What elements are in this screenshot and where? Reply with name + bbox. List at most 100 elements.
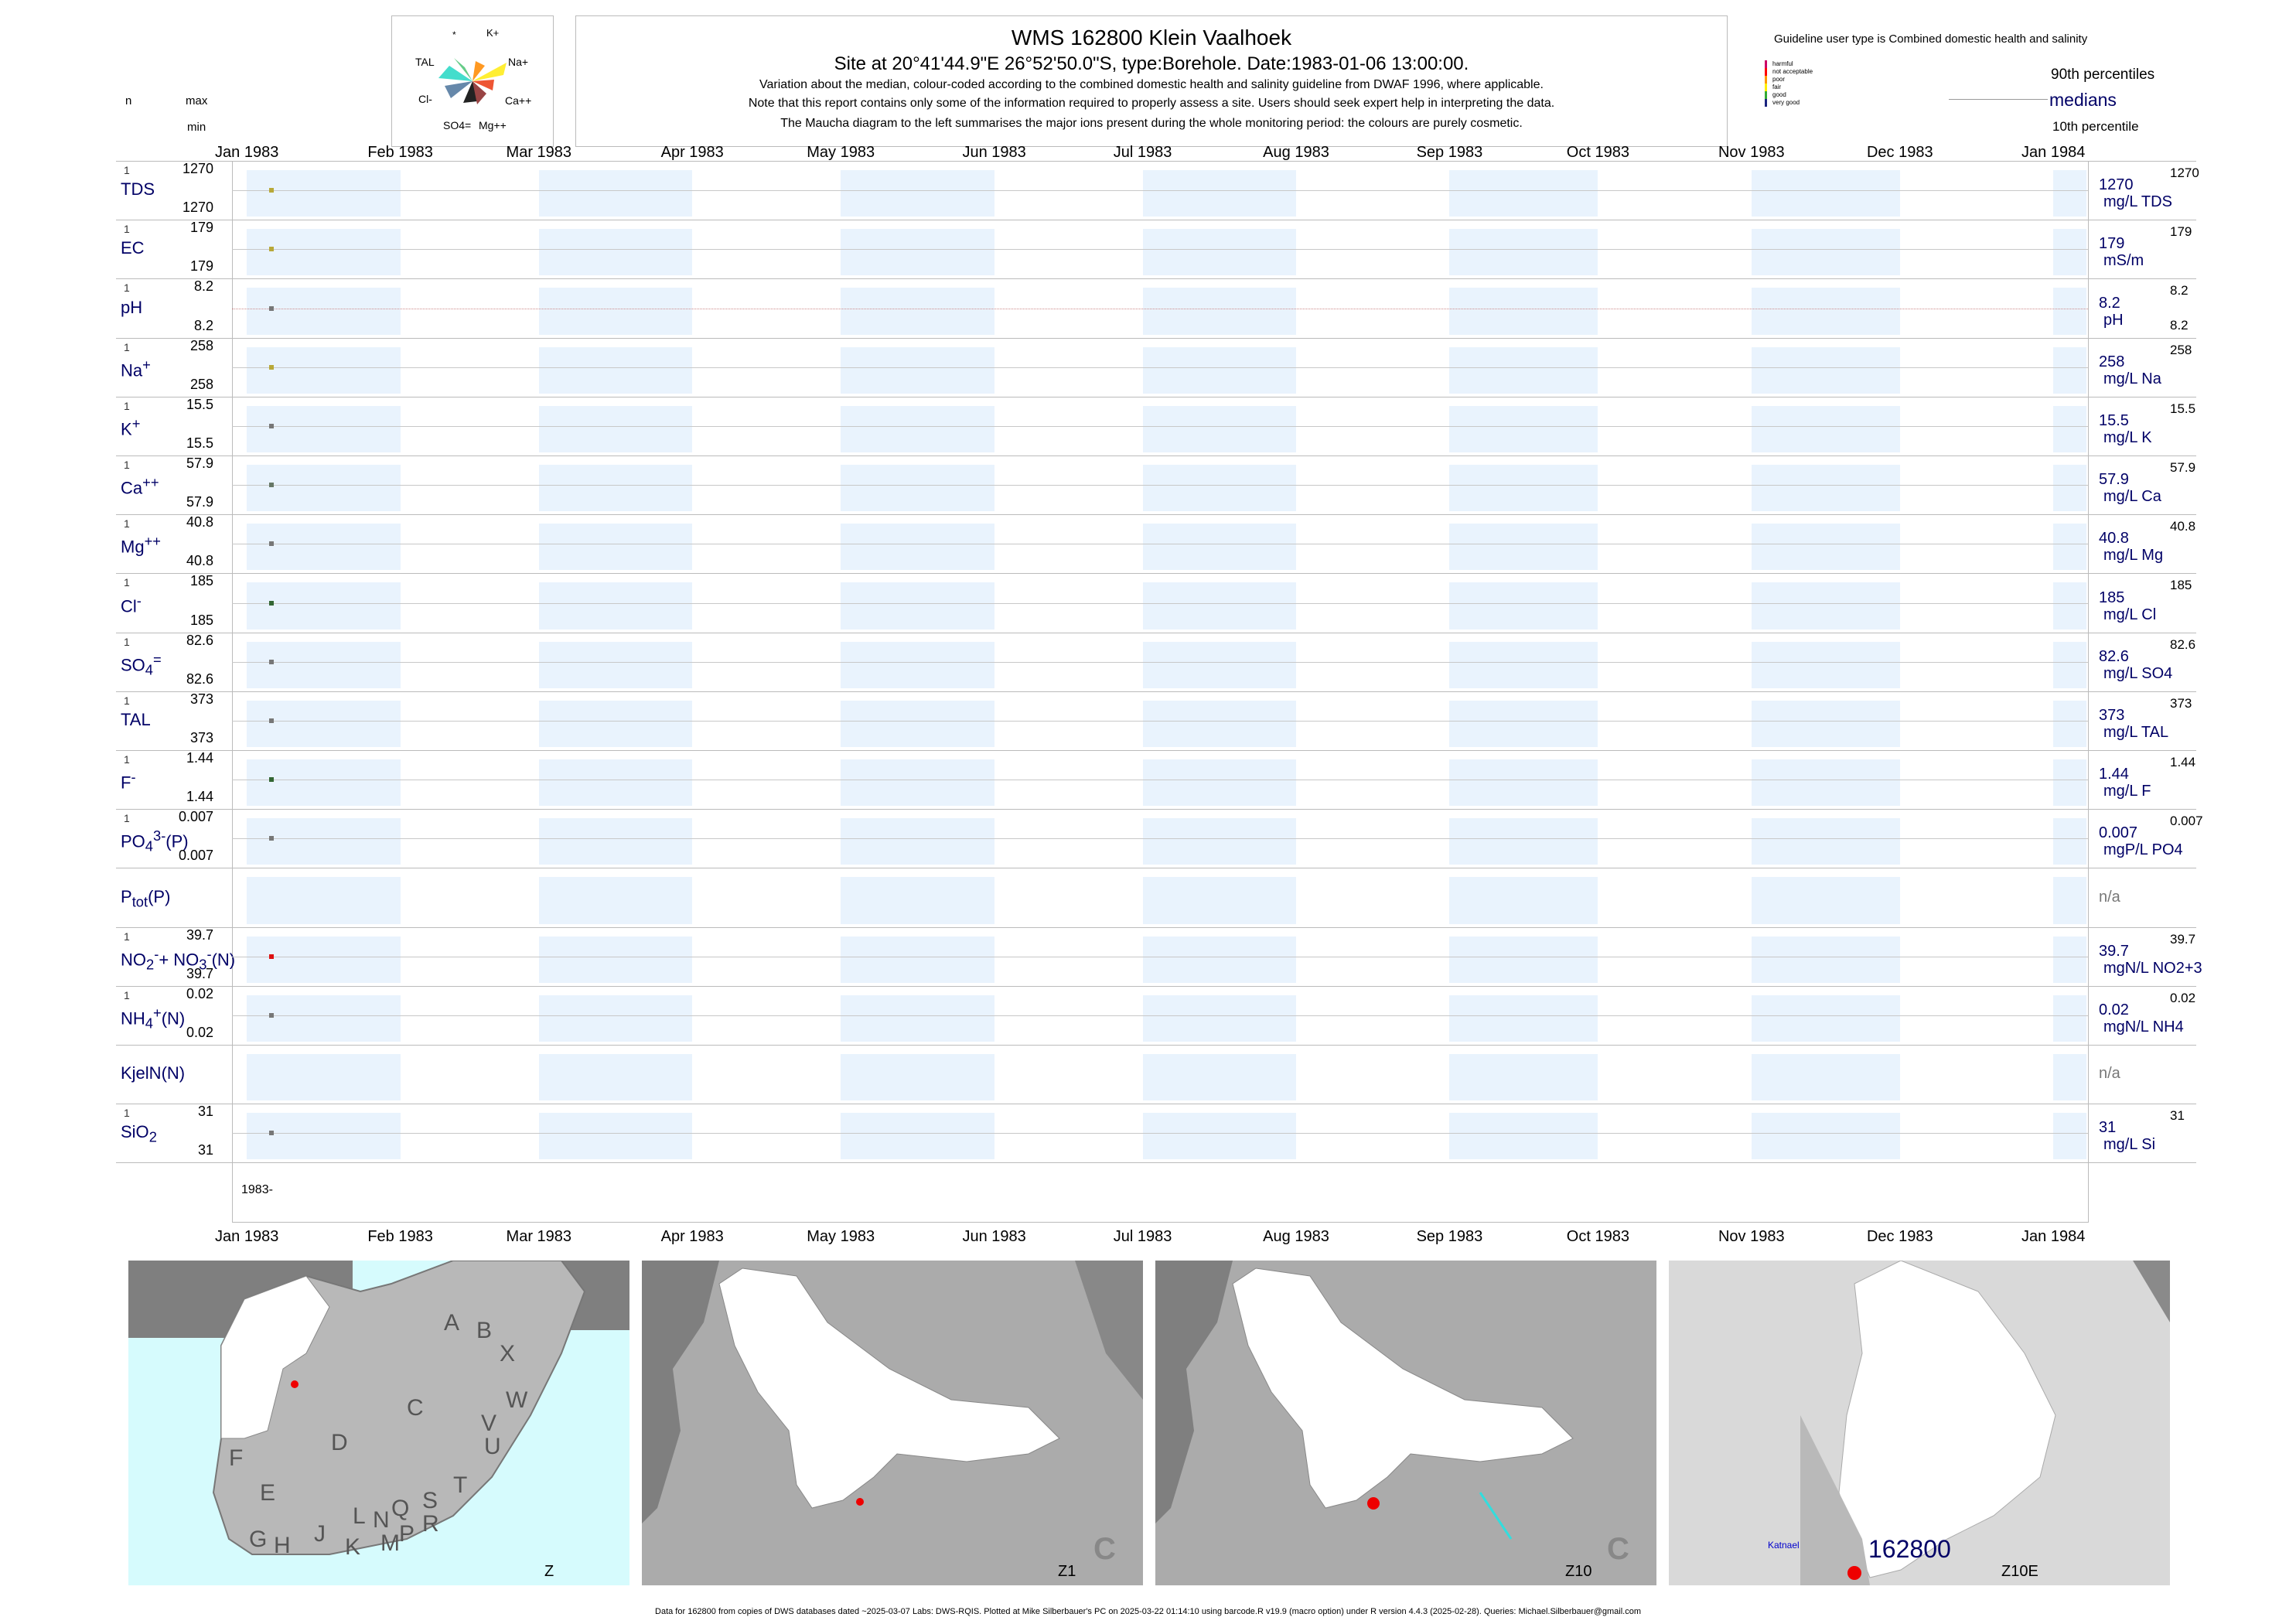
month-band: [1142, 700, 1296, 747]
class-legend: harmful not acceptable poor fair good very go…: [1765, 60, 1842, 159]
svg-text:W: W: [506, 1387, 528, 1413]
unit-label: mg/L Na: [2103, 370, 2161, 387]
unit-label: mg/L TAL: [2103, 723, 2169, 741]
sample-count: 1: [124, 223, 130, 236]
median-line: [232, 838, 2088, 840]
month-band: [1449, 582, 1598, 629]
median-value: 1.44: [2099, 766, 2129, 783]
median-value: 1270: [2099, 176, 2134, 194]
month-band: [1449, 405, 1598, 452]
percentile-90-value: 185: [2170, 578, 2192, 593]
parameter-label: SiO2: [121, 1122, 157, 1145]
class-label: very good: [1772, 99, 1800, 106]
sample-count: 1: [124, 753, 130, 766]
svg-text:F: F: [229, 1445, 243, 1471]
month-band: [841, 1113, 994, 1160]
svg-text:B: B: [476, 1318, 492, 1343]
sample-point: [269, 305, 275, 311]
month-band: [538, 346, 693, 394]
month-band: [2053, 759, 2086, 807]
month-band: [841, 288, 994, 335]
max-value: 0.02: [186, 985, 213, 1001]
x-tick-label: Aug 1983: [1263, 1228, 1329, 1245]
max-value: 373: [189, 691, 213, 707]
svg-text:Q: Q: [391, 1496, 409, 1521]
max-value: 1.44: [186, 750, 213, 766]
median-line: [232, 661, 2088, 663]
month-band: [247, 229, 401, 276]
row-separator: [116, 1045, 2196, 1046]
month-band: [1751, 700, 1900, 747]
min-value: 0.007: [178, 848, 213, 864]
month-band: [2053, 405, 2086, 452]
min-value: 8.2: [193, 317, 213, 333]
parameter-label: EC: [121, 238, 145, 258]
min-value: 258: [189, 376, 213, 392]
sample-count: 1: [124, 576, 130, 589]
legend-n-label: n: [125, 94, 132, 107]
map-place-label: Katnael: [1768, 1540, 1800, 1551]
month-band: [538, 818, 693, 865]
percentile-90-value: 179: [2170, 224, 2192, 240]
month-band: [538, 1054, 693, 1101]
page-subtitle: Site at 20°41'44.9"E 26°52'50.0"S, type:…: [834, 53, 1469, 74]
row-separator: [116, 985, 2196, 987]
month-band: [1449, 700, 1598, 747]
month-band: [841, 405, 994, 452]
month-band: [1751, 1054, 1900, 1101]
map-z1: C Z1: [642, 1261, 1143, 1585]
x-tick-label: Jan 1984: [2021, 144, 2086, 161]
month-band: [1142, 288, 1296, 335]
x-tick-label: Oct 1983: [1566, 144, 1629, 161]
month-band: [841, 582, 994, 629]
maucha-label-k: K+: [486, 27, 499, 39]
month-band: [2053, 229, 2086, 276]
median-line: [232, 308, 2088, 310]
medians-label: medians: [2049, 90, 2117, 110]
svg-text:S: S: [422, 1488, 438, 1513]
map-z-label: Z: [544, 1563, 554, 1580]
sample-count: 1: [124, 459, 130, 471]
svg-text:J: J: [314, 1521, 326, 1547]
row-separator: [116, 455, 2196, 456]
class-label: good: [1772, 91, 1786, 98]
month-band: [1142, 170, 1296, 217]
min-value: 31: [197, 1142, 213, 1158]
class-label: not acceptable: [1772, 68, 1813, 75]
month-band: [841, 700, 994, 747]
class-label: poor: [1772, 76, 1786, 83]
median-line: [232, 720, 2088, 722]
row-separator: [116, 161, 2196, 162]
min-value: 1270: [182, 200, 213, 216]
month-band: [841, 229, 994, 276]
row-separator: [116, 750, 2196, 751]
svg-text:C: C: [407, 1395, 424, 1421]
sample-point: [269, 483, 275, 488]
month-band: [2053, 641, 2086, 688]
svg-text:K: K: [345, 1534, 360, 1560]
map-z10: C Z10: [1155, 1261, 1656, 1585]
min-value: 15.5: [186, 435, 213, 451]
month-band: [1449, 346, 1598, 394]
percentile-90-value: 40.8: [2170, 519, 2196, 534]
x-tick-label: Mar 1983: [506, 144, 572, 161]
sample-point: [269, 718, 275, 723]
sample-point: [269, 600, 275, 606]
x-tick-label: Mar 1983: [506, 1228, 572, 1245]
unit-label: mg/L F: [2103, 783, 2151, 800]
x-tick-label: Dec 1983: [1866, 144, 1933, 161]
percentile-10-value: 8.2: [2170, 317, 2189, 333]
month-band: [1449, 288, 1598, 335]
parameter-label: K+: [121, 415, 141, 439]
month-band: [2053, 818, 2086, 865]
parameter-label: F-: [121, 769, 136, 793]
month-band: [1142, 346, 1296, 394]
median-value: 39.7: [2099, 942, 2129, 960]
percentile-90-value: 31: [2170, 1108, 2185, 1124]
median-value: 0.007: [2099, 824, 2138, 842]
sample-count: 1: [124, 1107, 130, 1120]
month-band: [1142, 641, 1296, 688]
month-band: [841, 170, 994, 217]
unit-label: mS/m: [2103, 252, 2144, 270]
month-band: [2053, 524, 2086, 571]
